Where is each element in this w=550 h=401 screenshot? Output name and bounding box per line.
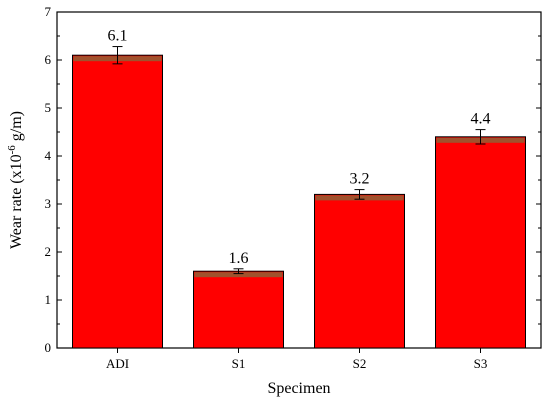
data-label-s2: 3.2: [350, 171, 370, 188]
x-tick-label-s2: S2: [353, 356, 367, 371]
data-label-s3: 4.4: [471, 111, 491, 128]
y-tick-label-5: 5: [45, 100, 52, 115]
bar-adi: [72, 54, 163, 349]
bar-cap-s1: [194, 272, 283, 278]
y-tick-label-3: 3: [45, 196, 52, 211]
y-axis-title-exponent: -6: [6, 145, 18, 155]
data-label-adi: 6.1: [108, 28, 128, 45]
y-tick-label-7: 7: [45, 4, 52, 19]
bar-s2: [314, 193, 405, 349]
y-axis-title-main: Wear rate (x10: [8, 154, 25, 249]
data-label-s1: 1.6: [229, 250, 249, 267]
x-axis-title: Specimen: [267, 380, 330, 397]
y-tick-label-6: 6: [45, 52, 52, 67]
y-tick-label-1: 1: [45, 292, 52, 307]
bar-s3: [435, 136, 526, 349]
y-axis-title: Wear rate (x10-6 g/m): [6, 111, 25, 249]
x-tick-label-adi: ADI: [106, 356, 129, 371]
y-tick-label-0: 0: [45, 340, 52, 355]
bar-s1: [193, 270, 284, 349]
y-tick-label-4: 4: [45, 148, 52, 163]
x-tick-label-s3: S3: [474, 356, 488, 371]
y-axis-title-unit: g/m): [8, 111, 25, 145]
x-axis: ADI S1 S2 S3: [106, 348, 487, 371]
y-axis: 0 1 2 3 4 5 6 7: [45, 4, 541, 355]
bars-layer: 6.1 1.6 3.2 4.4: [72, 28, 526, 349]
x-tick-label-s1: S1: [232, 356, 246, 371]
y-tick-label-2: 2: [45, 244, 52, 259]
